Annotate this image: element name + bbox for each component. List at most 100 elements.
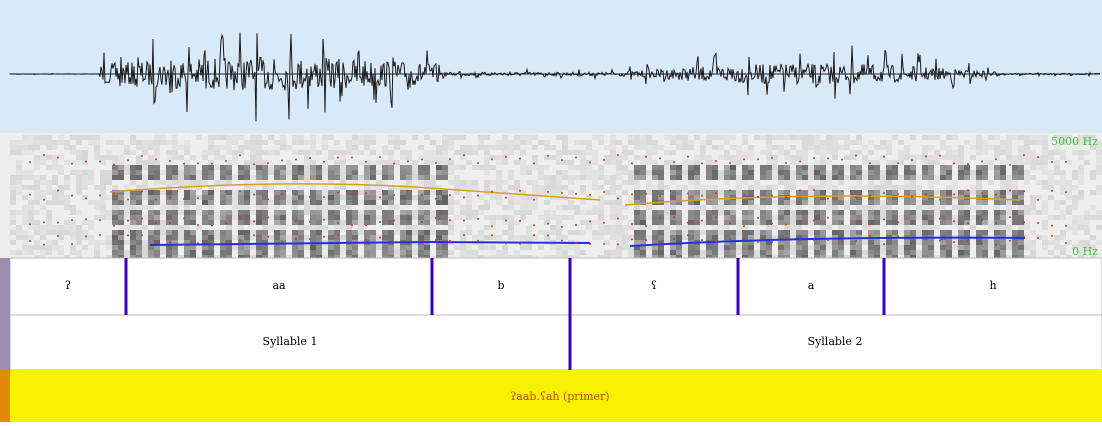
spec-cell (256, 145, 262, 150)
spec-cell (718, 235, 724, 240)
spec-cell (1006, 160, 1012, 165)
spec-cell (100, 185, 106, 190)
spec-cell (34, 155, 40, 160)
spec-cell (154, 240, 160, 245)
spec-cell (622, 155, 628, 160)
spec-cell (880, 155, 886, 160)
spec-cell (424, 155, 430, 160)
spec-cell (94, 200, 100, 205)
spec-cell (820, 190, 826, 195)
spec-cell (994, 240, 1000, 245)
spec-cell (916, 240, 922, 245)
spec-cell (922, 230, 928, 235)
spec-cell (574, 150, 580, 155)
spec-cell (352, 150, 358, 155)
spec-cell (586, 225, 592, 230)
spec-cell (142, 190, 148, 195)
spec-cell (346, 170, 352, 175)
spec-cell (310, 225, 316, 230)
spec-cell (148, 230, 154, 235)
formant-dot (589, 161, 591, 164)
formant-dot (631, 193, 633, 196)
spec-cell (184, 140, 190, 145)
spec-cell (400, 210, 406, 215)
spec-cell (916, 175, 922, 180)
spec-cell (310, 140, 316, 145)
spec-cell (118, 250, 124, 255)
spec-cell (748, 175, 754, 180)
spec-cell (334, 245, 340, 250)
spec-cell (730, 165, 736, 170)
spec-cell (826, 160, 832, 165)
spec-cell (244, 165, 250, 170)
spec-cell (724, 215, 730, 220)
spec-cell (436, 145, 442, 150)
spec-cell (934, 215, 940, 220)
spec-cell (820, 225, 826, 230)
spec-cell (364, 230, 370, 235)
spec-cell (1054, 200, 1060, 205)
spec-cell (310, 165, 316, 170)
spec-cell (460, 165, 466, 170)
spec-cell (778, 210, 784, 215)
spec-cell (664, 205, 670, 210)
spec-cell (184, 160, 190, 165)
spec-cell (736, 175, 742, 180)
spec-cell (892, 170, 898, 175)
spec-cell (1096, 145, 1102, 150)
spec-cell (1018, 170, 1024, 175)
formant-dot (71, 219, 73, 222)
spec-cell (52, 140, 58, 145)
spec-cell (406, 250, 412, 255)
spec-cell (1066, 210, 1072, 215)
spec-cell (742, 215, 748, 220)
formant-dot (771, 156, 773, 159)
spec-cell (952, 155, 958, 160)
formant-dot (113, 243, 115, 246)
spec-cell (370, 245, 376, 250)
spec-cell (628, 175, 634, 180)
spec-cell (682, 225, 688, 230)
formant-dot (295, 193, 297, 196)
syllable-label: Syllable 2 (808, 335, 863, 348)
spec-cell (82, 185, 88, 190)
spec-cell (334, 215, 340, 220)
spec-cell (412, 210, 418, 215)
spec-cell (166, 225, 172, 230)
spec-cell (538, 170, 544, 175)
spec-cell (214, 150, 220, 155)
spec-cell (874, 215, 880, 220)
spec-cell (436, 150, 442, 155)
spec-cell (358, 140, 364, 145)
spec-cell (628, 180, 634, 185)
spec-cell (190, 170, 196, 175)
spec-cell (544, 200, 550, 205)
spec-cell (796, 165, 802, 170)
spec-cell (886, 140, 892, 145)
spec-cell (796, 220, 802, 225)
spec-cell (1036, 160, 1042, 165)
spec-cell (532, 190, 538, 195)
spec-cell (466, 210, 472, 215)
spec-cell (670, 245, 676, 250)
spec-cell (658, 225, 664, 230)
spec-cell (670, 165, 676, 170)
formant-dot (57, 234, 59, 237)
spec-cell (574, 250, 580, 255)
spec-cell (370, 135, 376, 140)
spec-cell (952, 150, 958, 155)
spec-cell (352, 245, 358, 250)
spec-cell (238, 175, 244, 180)
spec-cell (358, 210, 364, 215)
spec-cell (616, 175, 622, 180)
spec-cell (964, 140, 970, 145)
spec-cell (418, 245, 424, 250)
spec-cell (292, 175, 298, 180)
spec-cell (178, 155, 184, 160)
spec-cell (256, 165, 262, 170)
spec-cell (616, 235, 622, 240)
spec-cell (982, 160, 988, 165)
spec-cell (1084, 215, 1090, 220)
spec-cell (700, 205, 706, 210)
spec-cell (820, 235, 826, 240)
